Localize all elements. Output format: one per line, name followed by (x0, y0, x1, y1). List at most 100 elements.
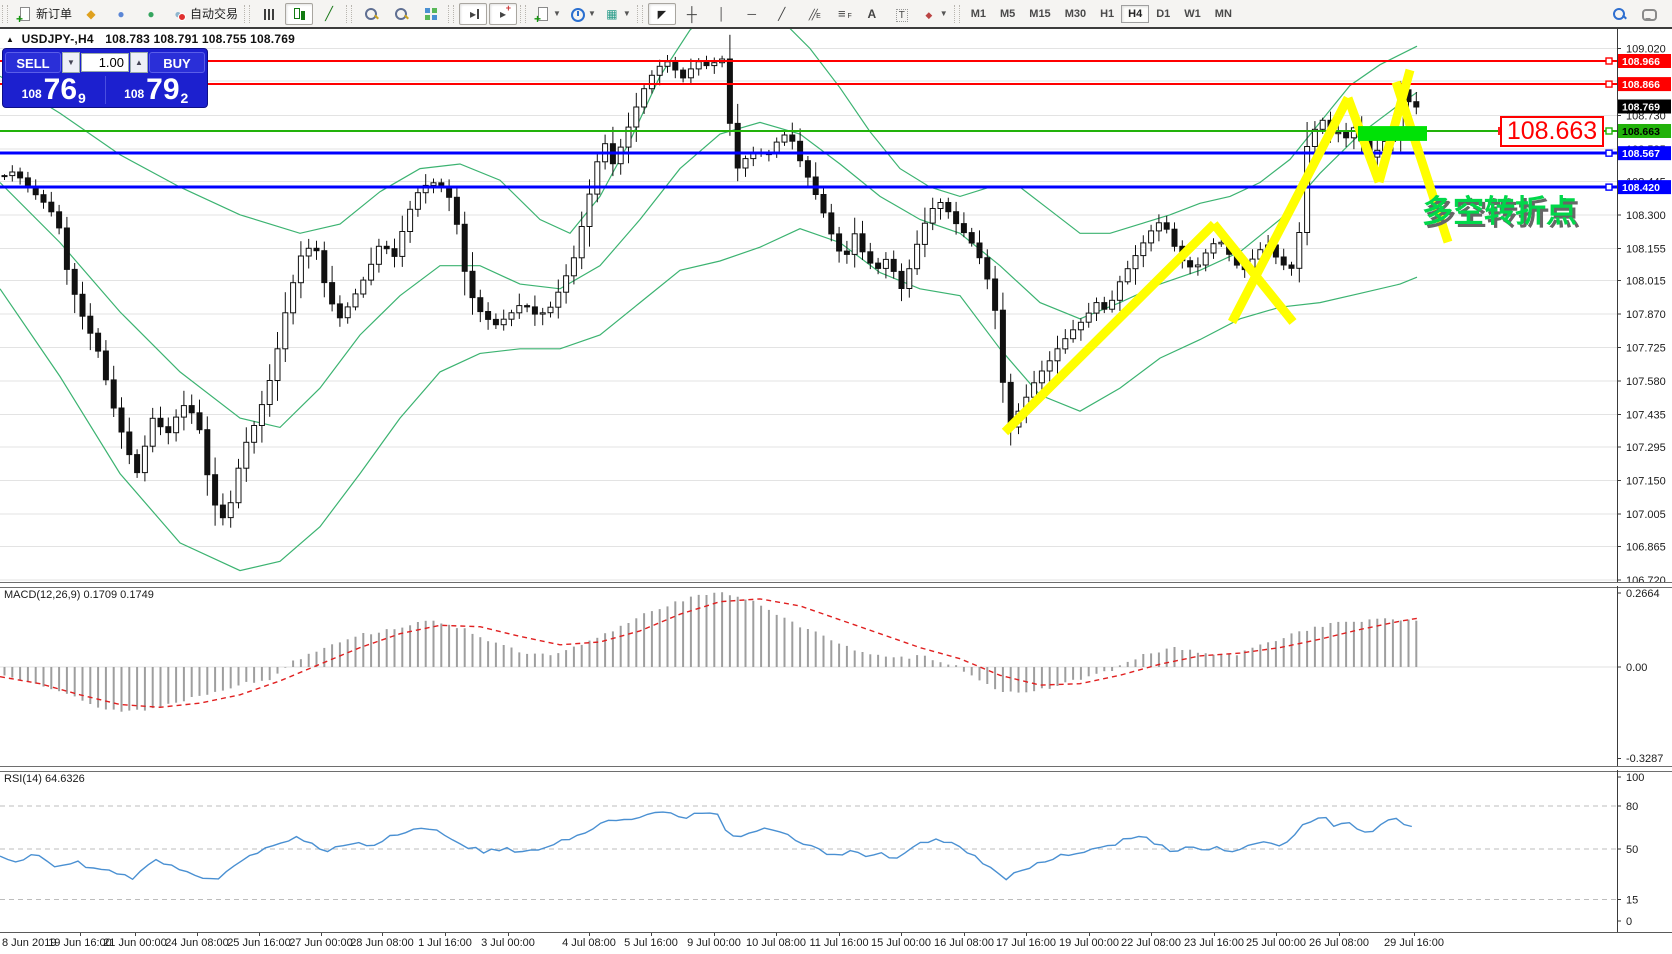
time-tick (445, 933, 446, 936)
timeframe-w1-button[interactable]: W1 (1177, 5, 1208, 23)
text-button[interactable] (858, 3, 886, 25)
toolbar-group-trade: 新订单 自动交易 (12, 1, 242, 27)
line-anchor[interactable] (1606, 184, 1612, 190)
sell-price-big: 76 (44, 76, 77, 104)
ticks-button[interactable] (77, 3, 105, 25)
bar-chart-button[interactable] (255, 3, 283, 25)
line-chart-button[interactable] (315, 3, 343, 25)
time-label: 9 Jul 00:00 (687, 937, 741, 949)
one-click-price-row: 108 76 9 108 79 2 (3, 74, 207, 106)
volume-decrease-button[interactable]: ▼ (62, 52, 80, 73)
time-tick (135, 933, 136, 936)
time-tick (1276, 933, 1277, 936)
indicators-button[interactable]: ▼ (531, 3, 564, 25)
rsi-label: RSI(14) 64.6326 (4, 773, 85, 785)
chat-button[interactable] (1635, 3, 1663, 25)
bar-chart-icon (261, 6, 277, 22)
sell-button[interactable]: SELL (5, 52, 61, 73)
rsi-tick-label: 80 (1626, 801, 1638, 813)
buy-price[interactable]: 108 79 2 (106, 74, 208, 106)
arrows-icon (921, 6, 937, 22)
price-tick-label: 107.580 (1626, 376, 1666, 388)
profiles-button[interactable] (107, 3, 135, 25)
timeframe-m5-button[interactable]: M5 (993, 5, 1022, 23)
rsi-line[interactable] (0, 812, 1412, 880)
timeframe-mn-button[interactable]: MN (1208, 5, 1239, 23)
arrows-button[interactable]: ▼ (918, 3, 951, 25)
rsi-tick-label: 0 (1626, 916, 1632, 928)
time-tick (508, 933, 509, 936)
timeframe-h4-button[interactable]: H4 (1121, 5, 1149, 23)
price-tag: 108.420 (1618, 180, 1671, 194)
zoom-out-button[interactable] (387, 3, 415, 25)
volume-increase-button[interactable]: ▲ (130, 52, 148, 73)
time-tick (901, 933, 902, 936)
macd-signal-line[interactable] (0, 599, 1417, 707)
main-chart-canvas[interactable]: 109.020108.880108.730108.585108.445108.3… (0, 29, 1672, 582)
tile-windows-button[interactable] (417, 3, 445, 25)
periods-button[interactable]: ▼ (566, 3, 599, 25)
timeframe-d1-button[interactable]: D1 (1149, 5, 1177, 23)
text-label-icon (894, 6, 910, 22)
chevron-down-icon: ▼ (588, 9, 596, 18)
toolbar-group-insert: ▼ ▼ ▼ (530, 1, 635, 27)
cursor-button[interactable] (648, 3, 676, 25)
fibonacci-button[interactable] (828, 3, 856, 25)
volume-input[interactable] (81, 53, 129, 72)
rsi-tick-label: 50 (1626, 844, 1638, 856)
price-tick-label: 107.725 (1626, 343, 1666, 355)
buy-button[interactable]: BUY (149, 52, 205, 73)
cursor-icon (654, 6, 670, 22)
collapse-icon[interactable]: ▲ (6, 35, 14, 44)
timeframe-m30-button[interactable]: M30 (1058, 5, 1093, 23)
line-anchor[interactable] (1606, 128, 1612, 134)
svg-text:108.567: 108.567 (1622, 148, 1660, 160)
macd-tick-label: -0.3287 (1626, 753, 1663, 765)
toolbar-group-objects: ▼ (647, 1, 952, 27)
text-icon (864, 6, 880, 22)
timeframe-m15-button[interactable]: M15 (1022, 5, 1057, 23)
line-anchor[interactable] (1606, 81, 1612, 87)
time-tick (259, 933, 260, 936)
candle-chart-icon (291, 6, 307, 22)
chart-shift-button[interactable] (489, 3, 517, 25)
new-order-button[interactable]: 新订单 (13, 3, 75, 25)
price-tag: 108.866 (1618, 77, 1671, 91)
price-tick-label: 106.865 (1626, 541, 1666, 553)
time-label: 11 Jul 16:00 (809, 937, 868, 949)
time-tick (1214, 933, 1215, 936)
auto-trading-button[interactable]: 自动交易 (167, 3, 241, 25)
ticks-icon (83, 6, 99, 22)
equidistant-channel-button[interactable] (798, 3, 826, 25)
new-order-icon (16, 6, 32, 22)
price-tick-label: 106.720 (1626, 575, 1666, 582)
time-label: 25 Jul 00:00 (1246, 937, 1306, 949)
templates-button[interactable]: ▼ (601, 3, 634, 25)
green-zone-rectangle[interactable] (1358, 126, 1427, 141)
vertical-line-button[interactable] (708, 3, 736, 25)
text-label-button[interactable] (888, 3, 916, 25)
data-window-button[interactable] (137, 3, 165, 25)
bollinger-lower[interactable] (0, 229, 1417, 571)
line-anchor[interactable] (1606, 58, 1612, 64)
auto-scroll-button[interactable] (459, 3, 487, 25)
price-tick-label: 107.295 (1626, 442, 1666, 454)
timeframe-m1-button[interactable]: M1 (964, 5, 993, 23)
trendline-object[interactable] (1005, 224, 1214, 432)
time-label: 28 Jun 08:00 (350, 937, 414, 949)
zoom-in-button[interactable] (357, 3, 385, 25)
turning-point-text[interactable]: 多空转折点 (1422, 186, 1577, 231)
trendline-button[interactable] (768, 3, 796, 25)
price-tag: 108.769 (1618, 100, 1671, 114)
price-annotation-box[interactable]: 108.663 (1500, 116, 1604, 147)
crosshair-button[interactable] (678, 3, 706, 25)
horizontal-line-button[interactable] (738, 3, 766, 25)
candle-chart-button[interactable] (285, 3, 313, 25)
timeframe-h1-button[interactable]: H1 (1093, 5, 1121, 23)
line-anchor[interactable] (1606, 150, 1612, 156)
search-button[interactable] (1605, 3, 1633, 25)
sell-price[interactable]: 108 76 9 (3, 74, 105, 106)
